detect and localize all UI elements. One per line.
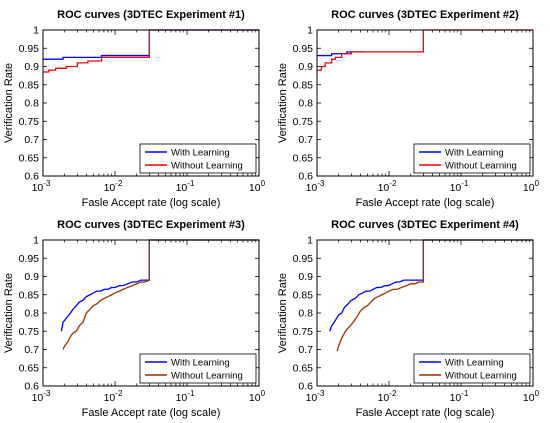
series-line [317,29,533,71]
y-tick-label: 0.75 [293,326,314,338]
y-tick-label: 0.65 [19,152,40,164]
y-tick-label: 0.6 [298,381,313,393]
y-tick-label: 0.8 [298,308,313,320]
y-tick-label: 0.75 [293,116,314,128]
legend-box [139,353,257,384]
x-tick-label: 10-1 [176,179,195,194]
legend-label: With Learning [445,148,504,159]
plot-frame [42,239,260,387]
legend-label: Without Learning [445,371,517,382]
plot-frame [42,29,260,177]
x-axis-label: Fasle Accept rate (log scale) [82,197,221,209]
chart-title: ROC curves (3DTEC Experiment #3) [57,219,245,231]
series-line [329,239,533,332]
y-tick-label: 0.95 [19,43,40,55]
chart-panel-3: ROC curves (3DTEC Experiment #3) 0.6 0.65 0… [3,219,266,419]
x-tick-label: 10-2 [104,389,123,404]
chart-title: ROC curves (3DTEC Experiment #4) [331,219,519,231]
x-tick-label: 100 [523,389,540,404]
y-tick-label: 0.95 [19,253,40,265]
x-tick-label: 10-1 [176,389,195,404]
y-axis-label: Verification Rate [3,273,15,353]
y-tick-label: 1 [307,235,313,247]
series-line [62,239,259,350]
y-tick-label: 0.7 [298,134,313,146]
x-axis-label: Fasle Accept rate (log scale) [356,407,495,419]
chart-panel-4: ROC curves (3DTEC Experiment #4) 0.6 0.65 0… [277,219,540,419]
x-tick-label: 10-2 [378,179,397,194]
y-tick-label: 0.7 [298,344,313,356]
x-tick-label: 10-2 [104,179,123,194]
x-tick-label: 10-1 [450,389,469,404]
y-tick-label: 0.6 [298,171,313,183]
y-tick-label: 0.85 [293,79,314,91]
y-tick-label: 1 [33,25,39,37]
y-tick-label: 0.8 [298,98,313,110]
legend-label: Without Learning [171,161,243,172]
x-tick-label: 100 [249,389,266,404]
legend-box [139,143,257,174]
y-tick-label: 0.9 [298,61,313,73]
chart-panel-2: ROC curves (3DTEC Experiment #2) 0.6 0.65 0… [277,9,540,209]
chart-title: ROC curves (3DTEC Experiment #1) [57,9,245,21]
y-tick-label: 0.9 [298,271,313,283]
legend-box [413,353,531,384]
y-tick-label: 0.8 [24,98,39,110]
y-tick-label: 0.9 [24,271,39,283]
y-tick-label: 0.95 [293,253,314,265]
legend: With Learning Without Learning [139,353,257,384]
y-tick-label: 0.6 [24,171,39,183]
y-tick-label: 1 [33,235,39,247]
y-tick-label: 0.7 [24,344,39,356]
chart-title: ROC curves (3DTEC Experiment #2) [331,9,519,21]
y-tick-label: 0.65 [293,152,314,164]
series-line [60,239,259,332]
legend: With Learning Without Learning [413,143,531,174]
y-tick-label: 0.75 [19,116,40,128]
plot-frame [316,29,534,177]
x-tick-label: 10-3 [306,179,325,194]
series-line [43,29,259,73]
y-axis-label: Verification Rate [277,63,289,143]
x-tick-label: 10-3 [32,179,51,194]
legend-box [413,143,531,174]
x-tick-label: 10-2 [378,389,397,404]
series-line [336,239,533,352]
y-tick-label: 0.85 [19,289,40,301]
y-tick-label: 0.9 [24,61,39,73]
y-tick-label: 0.85 [19,79,40,91]
legend-label: Without Learning [171,371,243,382]
legend-label: With Learning [171,358,230,369]
y-axis-label: Verification Rate [3,63,15,143]
x-tick-label: 10-3 [306,389,325,404]
chart-panel-1: ROC curves (3DTEC Experiment #1) 0.6 0.65 0… [3,9,266,209]
x-axis-label: Fasle Accept rate (log scale) [82,407,221,419]
legend: With Learning Without Learning [413,353,531,384]
legend-label: With Learning [445,358,504,369]
series-line [317,51,365,57]
x-tick-label: 100 [523,179,540,194]
legend: With Learning Without Learning [139,143,257,174]
y-tick-label: 0.65 [19,362,40,374]
y-tick-label: 0.6 [24,381,39,393]
x-tick-label: 10-3 [32,389,51,404]
y-tick-label: 0.95 [293,43,314,55]
y-tick-label: 0.75 [19,326,40,338]
x-tick-label: 10-1 [450,179,469,194]
plot-frame [316,239,534,387]
x-tick-label: 100 [249,179,266,194]
legend-label: With Learning [171,148,230,159]
y-tick-label: 0.65 [293,362,314,374]
y-axis-label: Verification Rate [277,273,289,353]
y-tick-label: 1 [307,25,313,37]
y-tick-label: 0.85 [293,289,314,301]
y-tick-label: 0.8 [24,308,39,320]
y-tick-label: 0.7 [24,134,39,146]
legend-label: Without Learning [445,161,517,172]
x-axis-label: Fasle Accept rate (log scale) [356,197,495,209]
